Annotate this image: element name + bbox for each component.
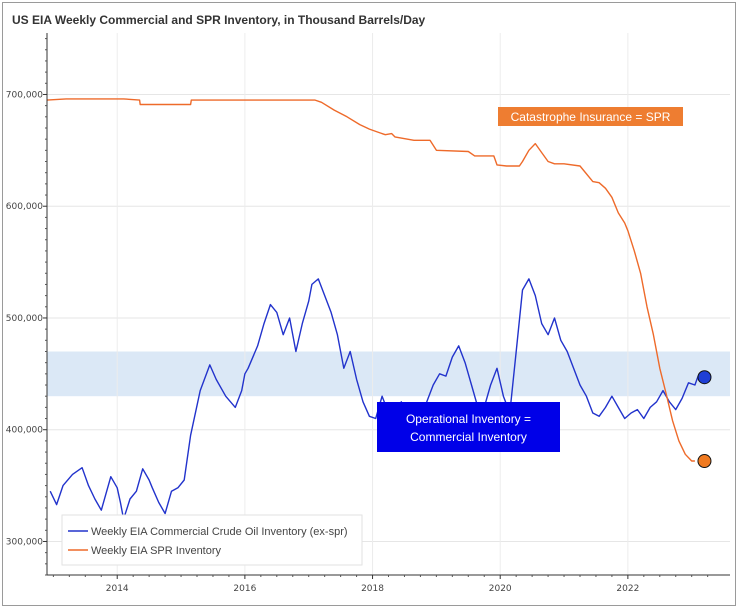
annotation-spr-box [498, 107, 683, 126]
y-tick-label: 700,000 [6, 90, 43, 100]
series-lines [46, 98, 702, 520]
annotation-spr: Catastrophe Insurance = SPR [498, 107, 683, 126]
chart-title: US EIA Weekly Commercial and SPR Invento… [12, 13, 426, 27]
y-tick-label: 600,000 [6, 202, 43, 212]
y-tick-label: 300,000 [6, 537, 43, 547]
end-marker-commercial [697, 370, 712, 385]
x-tick-label: 2016 [233, 584, 256, 594]
annotation-commercial-box [377, 402, 560, 452]
series-line-spr [46, 98, 695, 462]
y-tick-label: 500,000 [6, 314, 43, 324]
highlight-band [47, 351, 730, 397]
legend-label-commercial: Weekly EIA Commercial Crude Oil Inventor… [91, 526, 348, 538]
grid [47, 33, 730, 575]
end-markers [697, 370, 712, 469]
y-tick-label: 400,000 [6, 426, 43, 436]
end-marker-spr [697, 454, 712, 469]
annotation-commercial: Operational Inventory = Commercial Inven… [377, 402, 560, 452]
x-tick-label: 2022 [616, 584, 639, 594]
axes: 300,000 400,000 500,000 600,000 700,000 2014 2… [6, 33, 730, 594]
annotation-commercial-line-2: Commercial Inventory [410, 430, 527, 444]
legend-box [61, 514, 363, 566]
x-tick-label: 2014 [106, 584, 129, 594]
x-tick-label: 2020 [489, 584, 512, 594]
annotation-commercial-line-1: Operational Inventory = [406, 412, 531, 426]
legend-label-spr: Weekly EIA SPR Inventory [91, 545, 222, 557]
annotation-spr-text: Catastrophe Insurance = SPR [511, 110, 671, 124]
legend: Weekly EIA Commercial Crude Oil Inventor… [61, 514, 363, 566]
x-tick-label: 2018 [361, 584, 384, 594]
series-line-commercial [49, 278, 702, 520]
